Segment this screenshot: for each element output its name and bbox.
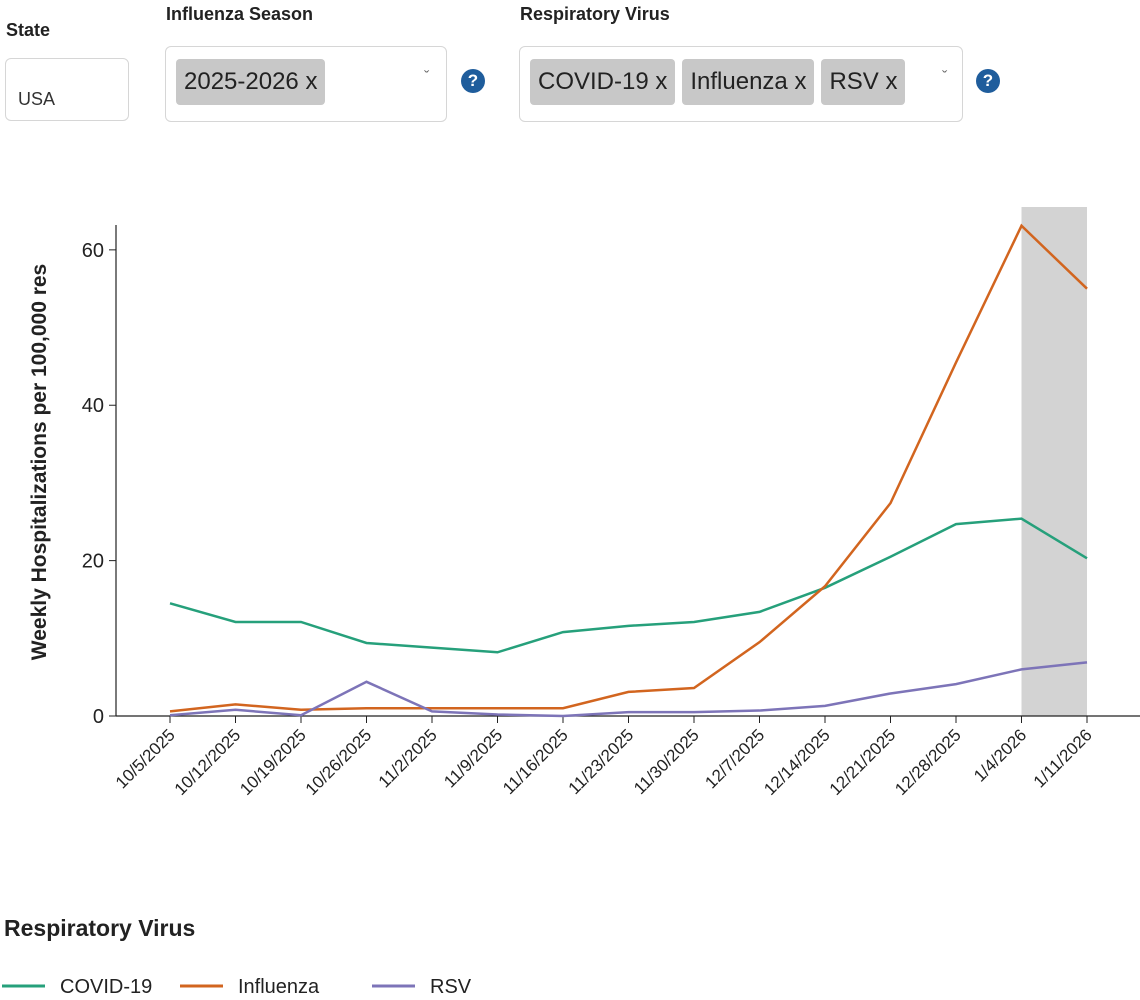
x-tick-label: 12/21/2025 [826, 725, 900, 799]
legend-item[interactable]: COVID-19 [2, 976, 152, 998]
x-tick-label: 12/14/2025 [760, 725, 834, 799]
y-tick-label: 60 [82, 240, 104, 262]
x-tick-label: 11/23/2025 [565, 725, 638, 798]
legend-label: Influenza [238, 976, 320, 998]
chip[interactable]: Influenza x [682, 59, 815, 105]
chip[interactable]: 2025-2026 x [176, 59, 326, 105]
state-value: USA [18, 89, 56, 109]
y-tick-label: 20 [82, 551, 104, 573]
series-line [169, 517, 1088, 654]
x-tick-label: 11/2/2025 [375, 725, 441, 791]
highlight-band [1021, 207, 1087, 716]
state-label: State [6, 20, 51, 40]
y-tick-label: 0 [93, 706, 104, 728]
help-icon[interactable]: ? [976, 69, 1000, 93]
x-tick-label: 11/9/2025 [440, 725, 506, 791]
virus-select[interactable]: COVID-19 x Influenza x RSV x ˇ [519, 46, 963, 122]
x-tick-label: 10/12/2025 [171, 725, 245, 799]
chip[interactable]: RSV x [821, 59, 906, 105]
series-line [169, 661, 1088, 718]
x-tick-label: 11/16/2025 [499, 725, 572, 798]
season-select[interactable]: 2025-2026 x ˇ [165, 46, 447, 122]
x-tick-label: 10/19/2025 [236, 725, 310, 799]
help-icon[interactable]: ? [461, 69, 485, 93]
season-chips: 2025-2026 x [176, 59, 326, 105]
x-tick-label: 12/7/2025 [701, 725, 768, 792]
series-line [169, 223, 1088, 713]
x-tick-label: 12/28/2025 [891, 725, 965, 799]
legend-label: COVID-19 [60, 976, 152, 998]
x-tick-label: 10/26/2025 [302, 725, 376, 799]
legend-label: RSV [430, 976, 472, 998]
legend-title: Respiratory Virus [4, 915, 195, 941]
y-axis-label: Weekly Hospitalizations per 100,000 res [28, 264, 51, 660]
season-label: Influenza Season [166, 4, 314, 24]
state-input[interactable]: USA [5, 58, 129, 121]
legend-item[interactable]: RSV [372, 976, 472, 998]
x-tick-label: 1/4/2026 [970, 725, 1030, 785]
legend-item[interactable]: Influenza [180, 976, 320, 998]
chevron[interactable]: ˇ [942, 69, 948, 86]
chip[interactable]: COVID-19 x [530, 59, 676, 105]
virus-chips: COVID-19 x Influenza x RSV x [530, 59, 906, 105]
virus-label: Respiratory Virus [520, 4, 670, 24]
x-tick-label: 10/5/2025 [112, 725, 179, 792]
x-tick-label: 11/30/2025 [630, 725, 703, 798]
y-tick-label: 40 [82, 395, 104, 417]
x-tick-label: 1/11/2026 [1030, 725, 1096, 791]
chevron[interactable]: ˇ [424, 69, 430, 86]
